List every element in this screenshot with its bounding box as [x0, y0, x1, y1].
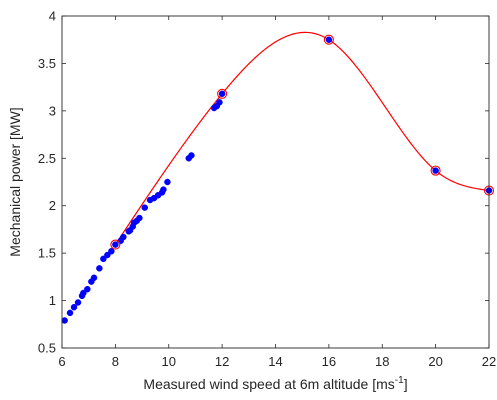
highlight-markers-layer	[110, 34, 495, 250]
x-tick-label: 8	[112, 354, 119, 369]
x-tick-label: 20	[428, 354, 442, 369]
highlight-marker	[110, 239, 121, 250]
x-axis-label-superscript: -1	[395, 375, 404, 386]
data-point	[188, 152, 195, 159]
data-point	[74, 299, 82, 306]
x-tick-label: 6	[58, 354, 65, 369]
data-point	[112, 241, 119, 248]
data-point	[160, 186, 167, 193]
x-tick-label: 10	[162, 354, 176, 369]
x-axis-label: Measured wind speed at 6m altitude [ms-1…	[143, 375, 407, 392]
x-axis-ticks: 6 8 10 12 14 16 18 20 22	[58, 16, 496, 369]
data-points-layer	[61, 36, 493, 324]
x-tick-label: 18	[375, 354, 389, 369]
y-tick-label: 1	[49, 293, 56, 308]
data-point	[96, 265, 103, 272]
highlight-marker	[217, 88, 228, 99]
data-point	[325, 36, 333, 43]
data-point	[120, 233, 127, 241]
x-tick-label: 16	[322, 354, 336, 369]
x-tick-label: 22	[482, 354, 496, 369]
data-point	[80, 289, 87, 297]
y-tick-label: 4	[49, 9, 56, 24]
highlight-marker	[430, 165, 441, 176]
y-tick-label: 3.5	[38, 56, 56, 71]
x-axis-label-main: Measured wind speed at 6m altitude [ms	[143, 376, 394, 392]
data-point	[100, 255, 107, 263]
highlight-marker	[323, 34, 334, 45]
data-point	[66, 309, 74, 317]
data-point	[164, 178, 171, 186]
data-point	[70, 303, 78, 311]
x-tick-label: 14	[268, 354, 282, 369]
y-tick-label: 2.5	[38, 151, 56, 166]
data-point	[218, 90, 226, 98]
data-point	[84, 285, 91, 293]
data-point	[141, 204, 148, 211]
data-point	[432, 167, 439, 174]
y-tick-label: 1.5	[38, 246, 56, 261]
y-axis-ticks: 0.5 1 1.5 2 2.5 3 3.5 4	[38, 9, 489, 356]
data-point	[216, 99, 223, 106]
y-tick-label: 0.5	[38, 341, 56, 356]
y-tick-label: 2	[49, 198, 56, 213]
x-tick-label: 12	[215, 354, 229, 369]
y-tick-label: 3	[49, 103, 56, 118]
data-point	[90, 274, 98, 282]
data-point	[108, 247, 115, 255]
plot-area	[62, 16, 489, 348]
x-axis-label-close: ]	[404, 376, 408, 392]
data-point	[61, 317, 68, 324]
data-point	[136, 214, 143, 222]
data-point	[104, 251, 111, 259]
y-axis-label: Mechanical power [MW]	[7, 107, 23, 256]
